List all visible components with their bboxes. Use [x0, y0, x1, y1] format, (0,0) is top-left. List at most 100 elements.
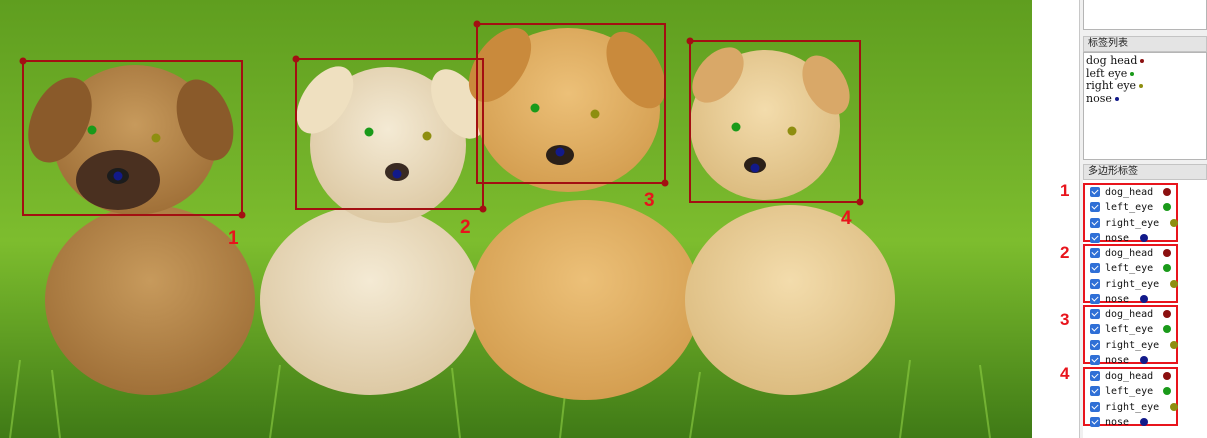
bbox-handle[interactable] — [856, 198, 864, 206]
checkbox-checked-icon[interactable] — [1090, 202, 1100, 213]
label-list-item[interactable]: right eye — [1086, 79, 1206, 93]
checkbox-checked-icon[interactable] — [1090, 248, 1100, 258]
label-group-2: dog_head left_eye right_eye nose — [1083, 244, 1178, 305]
bbox-dog-2[interactable] — [295, 58, 484, 210]
checkbox-checked-icon[interactable] — [1090, 371, 1100, 381]
checkbox-checked-icon[interactable] — [1090, 232, 1100, 243]
polygon-label-text: nose — [1105, 416, 1130, 428]
bbox-handle[interactable] — [686, 37, 694, 45]
left-eye-point[interactable] — [530, 103, 540, 113]
checkbox-checked-icon[interactable] — [1090, 324, 1100, 335]
polygon-label-text: left_eye — [1105, 202, 1154, 214]
color-dot-icon — [1139, 84, 1144, 88]
color-dot-icon — [1140, 233, 1148, 242]
color-dot-icon — [1140, 417, 1148, 426]
polygon-label-text: left_eye — [1105, 386, 1154, 398]
annotation-panel: 标签列表 dog head left eye right eye nose 多边… — [1079, 0, 1207, 438]
bbox-handle[interactable] — [292, 55, 300, 63]
checkbox-checked-icon[interactable] — [1090, 401, 1100, 412]
checkbox-checked-icon[interactable] — [1090, 263, 1100, 274]
color-dot-icon — [1163, 325, 1171, 334]
polygon-label-row[interactable]: nose — [1090, 231, 1182, 246]
nose-point[interactable] — [750, 163, 760, 173]
color-dot-icon — [1170, 340, 1178, 349]
polygon-label-list[interactable]: dog_head left_eye right_eye nose dog_head lef… — [1083, 180, 1207, 438]
polygon-label-row[interactable]: right_eye — [1090, 216, 1182, 231]
polygon-label-text: dog_head — [1105, 187, 1154, 198]
bbox-handle[interactable] — [661, 179, 669, 187]
puppies-photo — [9, 20, 991, 438]
right-eye-point[interactable] — [590, 109, 600, 119]
polygon-label-text: dog_head — [1105, 309, 1154, 320]
left-eye-point[interactable] — [731, 122, 741, 132]
checkbox-checked-icon[interactable] — [1090, 187, 1100, 197]
polygon-label-row[interactable]: dog_head — [1090, 185, 1182, 200]
nose-point[interactable] — [113, 171, 123, 181]
bbox-handle[interactable] — [479, 205, 487, 213]
checkbox-checked-icon[interactable] — [1090, 217, 1100, 228]
bbox-handle[interactable] — [19, 57, 27, 65]
polygon-label-title: 多边形标签 — [1083, 164, 1207, 180]
polygon-label-text: right_eye — [1105, 217, 1160, 229]
label-group-4: dog_head left_eye right_eye nose — [1083, 367, 1178, 428]
bbox-dog-3[interactable] — [476, 23, 666, 184]
box-number-2: 2 — [460, 217, 471, 238]
group-number-2: 2 — [1060, 243, 1070, 262]
polygon-label-row[interactable]: left_eye — [1090, 261, 1182, 276]
checkbox-checked-icon[interactable] — [1090, 354, 1100, 365]
left-eye-point[interactable] — [87, 125, 97, 135]
polygon-label-row[interactable]: nose — [1090, 292, 1182, 307]
right-eye-point[interactable] — [422, 131, 432, 141]
polygon-label-row[interactable]: right_eye — [1090, 400, 1182, 415]
image-canvas[interactable]: 1 2 3 4 — [0, 0, 1032, 438]
polygon-label-row[interactable]: nose — [1090, 415, 1182, 430]
nose-point[interactable] — [555, 147, 565, 157]
polygon-label-text: left_eye — [1105, 324, 1154, 336]
label-list-item[interactable]: dog head — [1086, 54, 1206, 68]
bbox-dog-1[interactable] — [22, 60, 243, 216]
checkbox-checked-icon[interactable] — [1090, 339, 1100, 350]
color-dot-icon — [1163, 372, 1171, 380]
polygon-label-row[interactable]: right_eye — [1090, 338, 1182, 353]
polygon-label-row[interactable]: dog_head — [1090, 246, 1182, 261]
checkbox-checked-icon[interactable] — [1090, 386, 1100, 397]
label-text: right eye — [1086, 79, 1137, 92]
color-dot-icon — [1114, 96, 1119, 101]
checkbox-checked-icon[interactable] — [1090, 293, 1100, 304]
right-eye-point[interactable] — [787, 126, 797, 136]
label-list[interactable]: dog head left eye right eye nose — [1083, 52, 1207, 160]
polygon-label-row[interactable]: nose — [1090, 353, 1182, 368]
group-number-1: 1 — [1060, 181, 1070, 200]
color-dot-icon — [1140, 294, 1148, 303]
top-list-box[interactable] — [1083, 0, 1207, 30]
bbox-handle[interactable] — [238, 211, 246, 219]
group-number-3: 3 — [1060, 310, 1070, 329]
polygon-label-row[interactable]: right_eye — [1090, 277, 1182, 292]
label-list-item[interactable]: left eye — [1086, 66, 1206, 81]
color-dot-icon — [1170, 279, 1178, 288]
checkbox-checked-icon[interactable] — [1090, 278, 1100, 289]
left-eye-point[interactable] — [364, 127, 374, 137]
right-eye-point[interactable] — [151, 133, 161, 143]
bbox-dog-4[interactable] — [689, 40, 861, 203]
color-dot-icon — [1170, 218, 1178, 227]
bbox-handle[interactable] — [473, 20, 481, 28]
polygon-label-text: right_eye — [1105, 401, 1160, 413]
color-dot-icon — [1170, 402, 1178, 411]
polygon-label-text: nose — [1105, 232, 1130, 244]
polygon-label-row[interactable]: left_eye — [1090, 322, 1182, 337]
checkbox-checked-icon[interactable] — [1090, 416, 1100, 427]
label-text: left eye — [1086, 66, 1128, 80]
polygon-label-row[interactable]: dog_head — [1090, 369, 1182, 384]
label-list-title: 标签列表 — [1083, 36, 1207, 52]
nose-point[interactable] — [392, 169, 402, 179]
label-list-item[interactable]: nose — [1086, 92, 1206, 106]
polygon-label-row[interactable]: left_eye — [1090, 200, 1182, 215]
polygon-label-row[interactable]: left_eye — [1090, 384, 1182, 399]
checkbox-checked-icon[interactable] — [1090, 309, 1100, 319]
polygon-label-text: nose — [1105, 354, 1130, 366]
polygon-label-row[interactable]: dog_head — [1090, 307, 1182, 322]
group-number-4: 4 — [1060, 364, 1070, 383]
polygon-label-text: left_eye — [1105, 263, 1154, 275]
